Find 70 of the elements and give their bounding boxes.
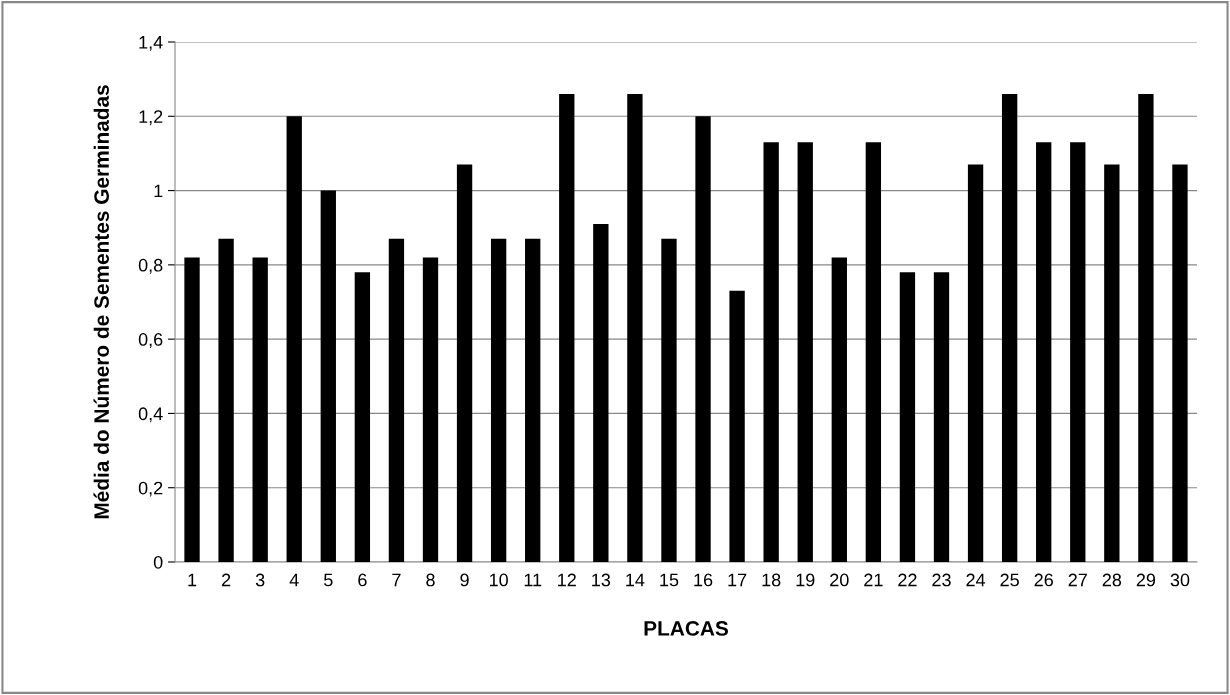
x-tick-label: 27 (1068, 573, 1087, 587)
x-tick-label: 20 (830, 573, 849, 587)
bar (1104, 164, 1120, 562)
bar (695, 116, 711, 562)
bar (1138, 94, 1154, 562)
bar (184, 257, 200, 562)
x-tick-label: 4 (289, 573, 299, 587)
bar (627, 94, 643, 562)
bar (661, 238, 677, 562)
x-tick-label: 22 (898, 573, 917, 587)
bar (252, 257, 268, 562)
x-tick-label: 28 (1102, 573, 1122, 587)
bar (456, 164, 473, 562)
x-tick-label: 17 (728, 573, 747, 587)
y-tick-label: 0,6 (138, 333, 163, 348)
x-tick-label: 6 (358, 573, 367, 587)
bar (865, 142, 882, 562)
bar (1172, 164, 1188, 562)
x-tick-label: 26 (1034, 573, 1053, 587)
y-axis-title: Média do Número de Sementes Germinadas (93, 85, 109, 519)
y-tick-label: 0 (153, 555, 163, 569)
bar (559, 94, 575, 562)
y-tick-label: 1,4 (139, 36, 163, 51)
x-tick-label: 30 (1170, 573, 1190, 587)
bar (490, 238, 507, 562)
bar (286, 116, 302, 562)
bar (422, 257, 439, 562)
bar (218, 238, 234, 562)
bar (797, 142, 813, 562)
x-axis-title: PLACAS (644, 621, 729, 636)
bar (729, 290, 745, 562)
bar (1036, 142, 1052, 562)
bar (933, 272, 950, 562)
bar (831, 257, 847, 562)
x-tick-label: 19 (796, 573, 815, 587)
y-tick-label: 0,8 (138, 258, 163, 274)
x-tick-label: 24 (966, 573, 986, 587)
x-tick-label: 11 (524, 573, 542, 587)
x-tick-label: 16 (694, 573, 713, 587)
x-tick-label: 29 (1136, 573, 1156, 587)
y-tick-label: 1 (154, 184, 163, 198)
bar (593, 224, 609, 562)
bar (1001, 94, 1018, 562)
y-tick-label: 0,4 (138, 407, 163, 423)
x-tick-label: 15 (660, 573, 679, 587)
bar (388, 238, 405, 562)
y-tick-label: 1,2 (139, 110, 163, 126)
bar (354, 272, 371, 562)
bar (1070, 142, 1086, 562)
x-tick-label: 5 (324, 573, 333, 587)
x-tick-label: 8 (426, 573, 435, 587)
y-tick-label: 0,2 (138, 481, 163, 497)
x-tick-label: 14 (626, 573, 645, 587)
x-tick-label: 10 (489, 573, 508, 587)
x-tick-label: 18 (762, 573, 781, 587)
bar (967, 164, 984, 562)
x-tick-label: 13 (592, 573, 611, 587)
bar (525, 238, 541, 562)
x-tick-label: 3 (255, 573, 265, 587)
bar (899, 272, 916, 562)
bar (763, 142, 779, 562)
x-tick-label: 1 (188, 573, 197, 587)
x-tick-label: 25 (1000, 573, 1019, 587)
x-tick-label: 2 (221, 573, 231, 587)
x-tick-label: 9 (460, 573, 469, 587)
x-tick-label: 12 (558, 573, 576, 587)
x-tick-label: 7 (392, 573, 401, 587)
x-tick-label: 23 (932, 573, 951, 587)
bar (320, 190, 336, 562)
x-tick-label: 21 (864, 573, 883, 587)
